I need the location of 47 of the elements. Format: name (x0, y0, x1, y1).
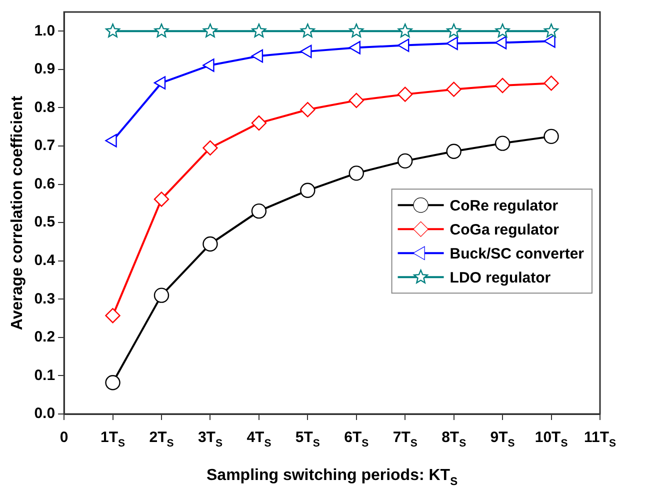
y-tick-label: 0.9 (34, 60, 56, 78)
point (154, 192, 170, 207)
point (446, 144, 462, 159)
point (202, 236, 218, 252)
y-tick-label: 0.1 (34, 366, 56, 384)
x-tick-label: 0 (60, 429, 68, 446)
point (398, 86, 413, 102)
point (446, 82, 462, 97)
legend-label: CoRe regulator (450, 197, 558, 214)
point (544, 76, 559, 91)
legend-label: Buck/SC converter (450, 245, 584, 262)
point (349, 24, 364, 38)
point (544, 24, 559, 38)
point (105, 375, 120, 390)
point (300, 182, 316, 198)
y-tick-label: 0.5 (34, 214, 56, 231)
y-tick-label: 0.3 (34, 290, 56, 308)
point (446, 24, 462, 38)
y-tick-label: 0.7 (34, 137, 56, 154)
point (300, 102, 316, 118)
point (202, 24, 218, 38)
point (154, 288, 170, 303)
point (495, 24, 510, 38)
point (202, 140, 218, 156)
legend-label: CoGa regulator (450, 221, 560, 238)
y-tick-label: 0.2 (34, 328, 56, 346)
y-tick-label: 0.8 (34, 98, 56, 116)
point (252, 24, 266, 38)
point (494, 78, 510, 94)
point (348, 166, 364, 181)
y-tick-label: 0.0 (34, 405, 56, 422)
point (251, 203, 267, 219)
point (544, 128, 559, 144)
point (300, 24, 315, 38)
point (106, 24, 120, 38)
point (105, 308, 120, 324)
point (494, 136, 510, 151)
point (398, 24, 412, 38)
y-axis-title: Average correlation coefficient (9, 95, 26, 330)
y-tick-label: 1.0 (34, 22, 56, 40)
y-tick-label: 0.6 (34, 175, 56, 192)
point (251, 115, 267, 131)
point (348, 92, 364, 108)
point (154, 24, 169, 38)
y-tick-label: 0.4 (34, 252, 56, 269)
point (398, 153, 413, 169)
legend-label: LDO regulator (450, 269, 551, 286)
